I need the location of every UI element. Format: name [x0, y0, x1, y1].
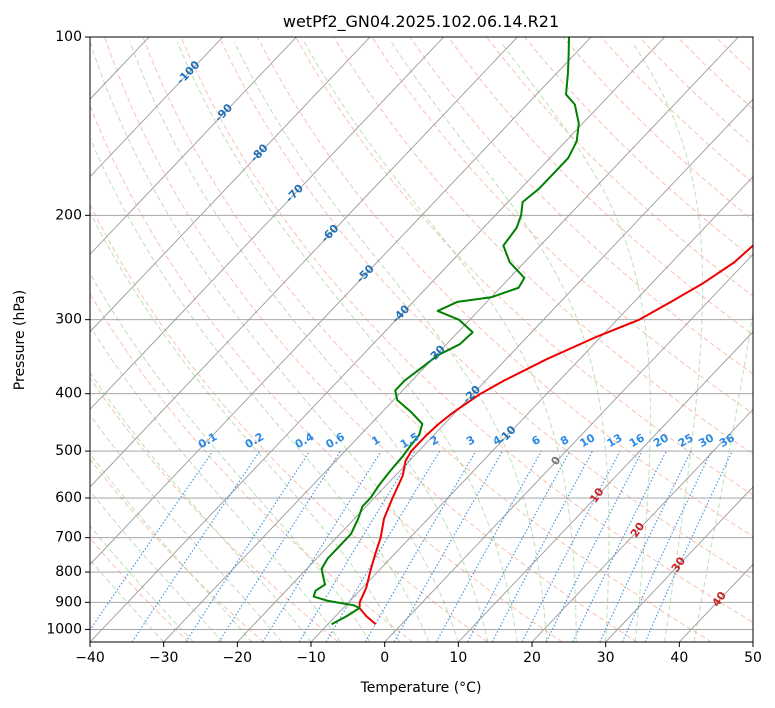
- y-tick-label: 300: [55, 312, 82, 328]
- isotherm-gridline: [90, 37, 592, 566]
- mixing-ratio-line: [521, 450, 621, 642]
- isotherm-gridline: [90, 37, 518, 488]
- isotherm-gridline: [90, 37, 371, 333]
- mixing-ratio-lines: [90, 450, 733, 642]
- dry-adiabat-line: [256, 37, 753, 538]
- plot-area: [90, 37, 753, 642]
- y-tick-label: 900: [55, 594, 82, 610]
- mixing-ratio-line: [218, 450, 342, 642]
- moist-adiabat-line: [90, 272, 371, 642]
- isotherm-gridline: [237, 98, 753, 642]
- dry-adiabat-line: [486, 37, 753, 297]
- x-tick-label: −20: [223, 650, 253, 666]
- mixing-ratio-line: [131, 450, 261, 642]
- y-tick-label: 600: [55, 490, 82, 506]
- moist-adiabat-line: [90, 559, 165, 642]
- mixing-ratio-line: [90, 450, 214, 631]
- x-tick-label: −30: [149, 650, 179, 666]
- x-tick-label: 40: [670, 650, 688, 666]
- moist-adiabat-line: [90, 211, 400, 642]
- dry-adiabat-line: [104, 37, 638, 642]
- isotherm-gridline: [384, 253, 753, 642]
- moist-adiabat-line: [90, 324, 341, 642]
- y-axis-label: Pressure (hPa): [12, 290, 28, 390]
- mixing-ratio-line: [621, 450, 712, 642]
- dewpoint-trace: [312, 37, 580, 626]
- dry-adiabat-line: [90, 104, 563, 642]
- temperature-trace: [358, 37, 753, 626]
- dry-adiabat-line: [180, 37, 753, 623]
- isotherm-gridline: [163, 37, 739, 642]
- isotherm-gridline: [605, 486, 753, 642]
- mixing-ratio-line: [325, 450, 441, 642]
- sounding-traces: [312, 37, 753, 626]
- x-tick-label: 20: [523, 650, 541, 666]
- isotherm-gridline: [531, 408, 753, 642]
- x-axis-label: Temperature (°C): [360, 680, 482, 696]
- isotherm-gridline: [90, 37, 445, 411]
- mixing-ratio-line: [262, 450, 382, 642]
- mixing-ratio-line: [644, 450, 733, 642]
- mixing-ratio-line: [185, 450, 311, 642]
- mixing-ratio-line: [491, 450, 594, 642]
- mixing-ratio-line: [572, 450, 667, 642]
- dry-adiabat-line: [90, 203, 488, 642]
- x-tick-label: 0: [380, 650, 389, 666]
- moist-adiabat-line: [176, 41, 518, 642]
- mixing-ratio-line: [435, 450, 542, 642]
- dry-adiabat-line: [447, 37, 753, 336]
- mixing-ratio-line: [545, 450, 643, 642]
- plot-frame: [89, 36, 754, 643]
- moist-adiabat-line: [90, 41, 459, 642]
- moist-adiabat-line: [90, 371, 312, 642]
- isotherm-gridline: [90, 37, 224, 178]
- chart-title: wetPf2_GN04.2025.102.06.14.R21: [283, 12, 559, 32]
- y-axis: 100 200 300 400 500 600 700 800 900 1000: [46, 29, 90, 637]
- x-tick-label: 50: [744, 650, 762, 666]
- isotherm-gridline: [90, 37, 297, 255]
- moist-adiabat-line: [90, 525, 194, 642]
- mixing-ratio-line: [298, 450, 416, 642]
- y-tick-label: 200: [55, 207, 82, 223]
- dry-adiabat-line: [218, 37, 753, 580]
- moist-adiabat-line: [391, 41, 610, 642]
- x-tick-label: −10: [296, 650, 326, 666]
- x-tick-label: −40: [75, 650, 105, 666]
- isotherm-gridline: [90, 37, 666, 642]
- moist-adiabat-line: [693, 309, 753, 642]
- y-tick-label: 400: [55, 386, 82, 402]
- dry-adiabat-line: [90, 537, 190, 642]
- y-tick-label: 1000: [46, 621, 82, 637]
- mixing-ratio-line: [599, 450, 692, 642]
- moist-adiabat-line: [90, 453, 253, 642]
- y-tick-label: 500: [55, 443, 82, 459]
- x-tick-label: 30: [597, 650, 615, 666]
- pressure-gridlines: [90, 37, 753, 630]
- mixing-ratio-line: [393, 450, 503, 642]
- x-tick-label: 10: [449, 650, 467, 666]
- y-tick-label: 700: [55, 530, 82, 546]
- x-axis: −40 −30 −20 −10 0 10 20 30 40 50: [75, 642, 762, 666]
- moist-adiabat-line: [90, 489, 223, 642]
- dry-adiabat-line: [295, 37, 753, 496]
- isotherm-gridline: [458, 331, 753, 642]
- dry-adiabat-line: [371, 37, 753, 415]
- y-tick-label: 800: [55, 564, 82, 580]
- moist-adiabat-line: [129, 41, 489, 642]
- dry-adiabat-line: [90, 458, 264, 642]
- y-tick-label: 100: [55, 29, 82, 45]
- moist-adiabat-line: [303, 41, 577, 642]
- mixing-ratio-line: [467, 450, 571, 642]
- dry-adiabat-line: [142, 37, 712, 642]
- isotherm-gridline: [310, 176, 753, 642]
- isotherm-gridlines: [90, 37, 753, 642]
